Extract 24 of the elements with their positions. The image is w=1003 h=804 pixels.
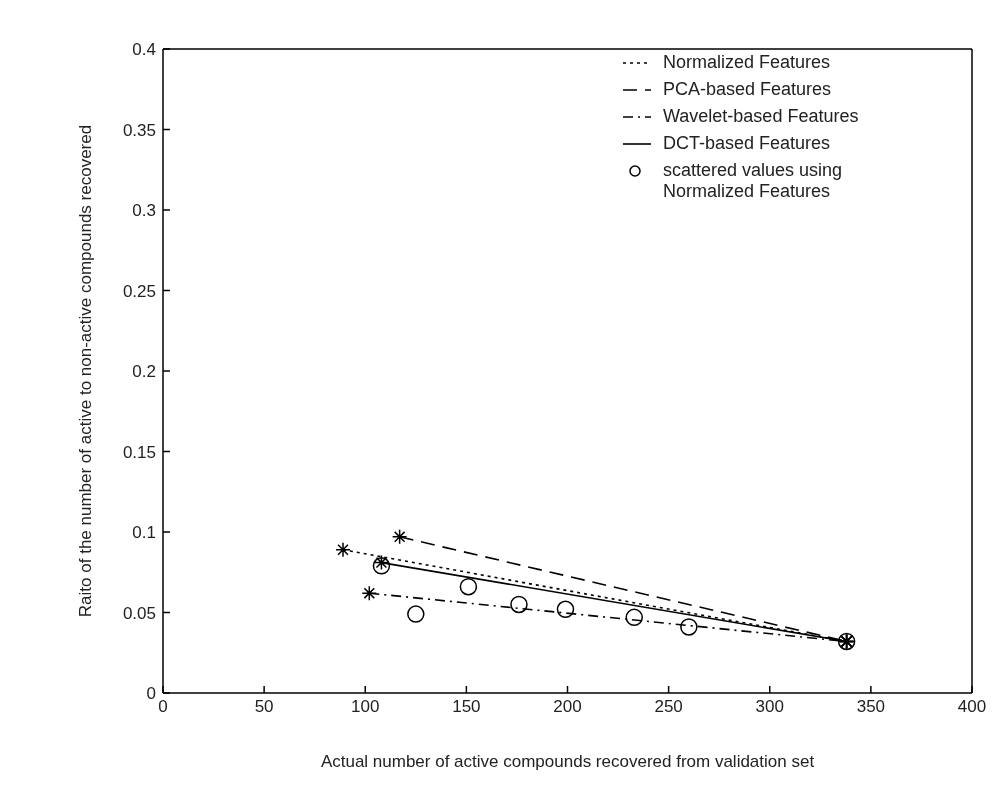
y-tick-label: 0.35: [122, 120, 156, 140]
y-tick-label: 0.4: [132, 40, 156, 60]
legend-label: scattered values using Normalized Features: [663, 160, 844, 202]
x-tick-label: 250: [654, 697, 683, 717]
legend-label: DCT-based Features: [663, 133, 831, 154]
x-axis-title: Actual number of active compounds recovered from validation set: [320, 752, 815, 772]
y-tick-label: 0.3: [132, 201, 156, 221]
y-tick-label: 0.25: [122, 281, 156, 301]
x-tick-label: 400: [957, 697, 987, 717]
y-axis-title: Raito of the number of active to non-active compounds recovered: [76, 124, 96, 618]
legend-label: Wavelet-based Features: [663, 106, 859, 127]
y-tick-label: 0.15: [122, 442, 156, 462]
x-tick-label: 100: [351, 697, 380, 717]
y-tick-label: 0.2: [132, 362, 156, 382]
y-tick-label: 0.05: [122, 603, 156, 623]
y-tick-label: 0.1: [132, 523, 156, 543]
x-tick-label: 200: [553, 697, 582, 717]
x-tick-label: 300: [755, 697, 784, 717]
legend-label: Normalized Features: [663, 52, 831, 73]
x-tick-label: 50: [254, 697, 274, 717]
x-tick-label: 350: [856, 697, 886, 717]
x-tick-label: 150: [452, 697, 481, 717]
legend-label: PCA-based Features: [663, 79, 832, 100]
y-tick-label: 0: [146, 684, 156, 704]
